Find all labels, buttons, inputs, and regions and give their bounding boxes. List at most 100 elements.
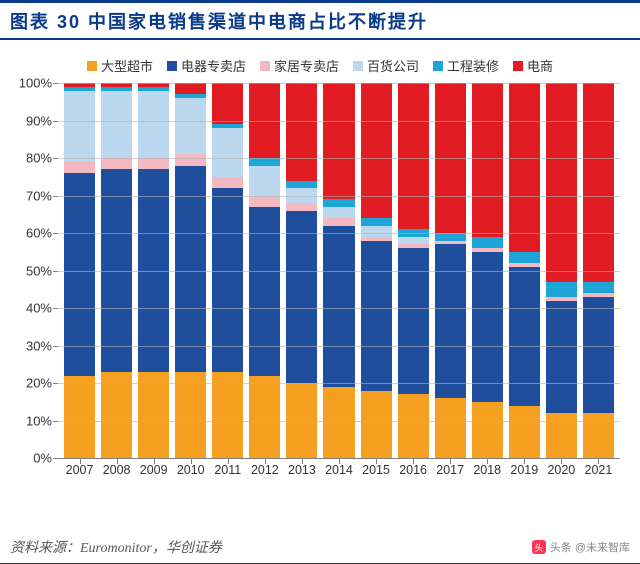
- y-axis-label: 10%: [12, 413, 52, 428]
- y-tick: [53, 383, 58, 384]
- y-axis-label: 50%: [12, 263, 52, 278]
- bar-segment-hypermarket: [101, 372, 132, 458]
- bar-segment-ecommerce: [472, 83, 503, 237]
- y-axis-label: 80%: [12, 151, 52, 166]
- x-axis-label: 2007: [64, 459, 95, 483]
- legend-swatch: [87, 61, 97, 71]
- chart-title: 图表 30 中国家电销售渠道中电商占比不断提升: [0, 0, 640, 40]
- x-axis-label: 2012: [249, 459, 280, 483]
- bar-segment-construction: [286, 181, 317, 189]
- bar-segment-electronics: [435, 244, 466, 398]
- x-axis-label: 2011: [212, 459, 243, 483]
- bar-segment-home_store: [64, 162, 95, 173]
- y-tick: [53, 121, 58, 122]
- bar-segment-home_store: [138, 158, 169, 169]
- bar-segment-hypermarket: [361, 391, 392, 459]
- legend-item: 百货公司: [353, 56, 419, 75]
- bar-segment-hypermarket: [249, 376, 280, 459]
- gridline: [58, 308, 620, 309]
- x-axis-label: 2008: [101, 459, 132, 483]
- gridline: [58, 158, 620, 159]
- bar-segment-electronics: [509, 267, 540, 406]
- y-tick: [53, 271, 58, 272]
- source-text: 资料来源：Euromonitor，华创证券: [10, 537, 222, 557]
- bar-segment-construction: [323, 199, 354, 207]
- watermark-text: 头条 @未来智库: [550, 539, 630, 555]
- y-axis-label: 20%: [12, 376, 52, 391]
- y-axis-label: 70%: [12, 188, 52, 203]
- bar-segment-dept_store: [101, 91, 132, 159]
- y-tick: [53, 158, 58, 159]
- bar-segment-ecommerce: [286, 83, 317, 181]
- bar-segment-dept_store: [138, 91, 169, 159]
- legend-swatch: [433, 61, 443, 71]
- bar-segment-home_store: [249, 196, 280, 207]
- bar-segment-home_store: [323, 218, 354, 226]
- bar-segment-home_store: [212, 177, 243, 188]
- x-axis-label: 2018: [472, 459, 503, 483]
- gridline: [58, 421, 620, 422]
- bar-segment-ecommerce: [398, 83, 429, 229]
- bar-segment-ecommerce: [361, 83, 392, 218]
- bar-segment-hypermarket: [398, 394, 429, 458]
- x-axis-label: 2017: [435, 459, 466, 483]
- x-axis-label: 2020: [546, 459, 577, 483]
- legend-swatch: [513, 61, 523, 71]
- legend-swatch: [353, 61, 363, 71]
- bar-segment-construction: [435, 233, 466, 241]
- bar-segment-construction: [546, 282, 577, 297]
- x-axis-labels: 2007200820092010201120122013201420152016…: [58, 459, 620, 483]
- y-tick: [53, 233, 58, 234]
- legend-item: 工程装修: [433, 56, 499, 75]
- bar-segment-ecommerce: [323, 83, 354, 199]
- bar-segment-electronics: [472, 252, 503, 402]
- bar-segment-construction: [472, 237, 503, 248]
- bar-segment-ecommerce: [175, 83, 206, 94]
- legend: 大型超市电器专卖店 家居专卖店百货公司 工程装修电商: [0, 40, 640, 83]
- legend-item: 大型超市: [87, 56, 153, 75]
- bar-segment-hypermarket: [323, 387, 354, 458]
- y-tick: [53, 83, 58, 84]
- bar-segment-dept_store: [398, 237, 429, 245]
- gridline: [58, 83, 620, 84]
- legend-swatch: [167, 61, 177, 71]
- gridline: [58, 233, 620, 234]
- legend-item: 电商: [513, 56, 553, 75]
- gridline: [58, 121, 620, 122]
- bar-segment-hypermarket: [212, 372, 243, 458]
- bar-segment-home_store: [101, 158, 132, 169]
- x-axis-label: 2010: [175, 459, 206, 483]
- bar-segment-hypermarket: [509, 406, 540, 459]
- chart-area: 0%10%20%30%40%50%60%70%80%90%100% 200720…: [58, 83, 620, 483]
- bar-segment-construction: [361, 218, 392, 226]
- legend-label: 家居专卖店: [274, 56, 339, 75]
- legend-item: 家居专卖店: [260, 56, 339, 75]
- gridline: [58, 271, 620, 272]
- bar-segment-home_store: [175, 154, 206, 165]
- bar-segment-dept_store: [323, 207, 354, 218]
- x-axis-label: 2013: [286, 459, 317, 483]
- legend-item: 电器专卖店: [167, 56, 246, 75]
- x-axis-label: 2015: [361, 459, 392, 483]
- bar-segment-dept_store: [249, 166, 280, 196]
- watermark: 头 头条 @未来智库: [532, 539, 630, 555]
- bar-segment-construction: [509, 252, 540, 263]
- legend-label: 工程装修: [447, 56, 499, 75]
- bar-segment-dept_store: [64, 91, 95, 162]
- watermark-icon: 头: [532, 540, 546, 554]
- y-axis-label: 60%: [12, 226, 52, 241]
- bar-segment-construction: [249, 158, 280, 166]
- bar-segment-hypermarket: [435, 398, 466, 458]
- gridline: [58, 346, 620, 347]
- x-axis-label: 2019: [509, 459, 540, 483]
- bar-segment-electronics: [323, 226, 354, 387]
- bar-segment-ecommerce: [546, 83, 577, 282]
- y-axis-label: 30%: [12, 338, 52, 353]
- y-tick: [53, 308, 58, 309]
- bar-segment-construction: [583, 282, 614, 293]
- bar-segment-dept_store: [175, 98, 206, 154]
- bar-segment-electronics: [361, 241, 392, 391]
- y-tick: [53, 346, 58, 347]
- bar-segment-hypermarket: [138, 372, 169, 458]
- bar-segment-hypermarket: [64, 376, 95, 459]
